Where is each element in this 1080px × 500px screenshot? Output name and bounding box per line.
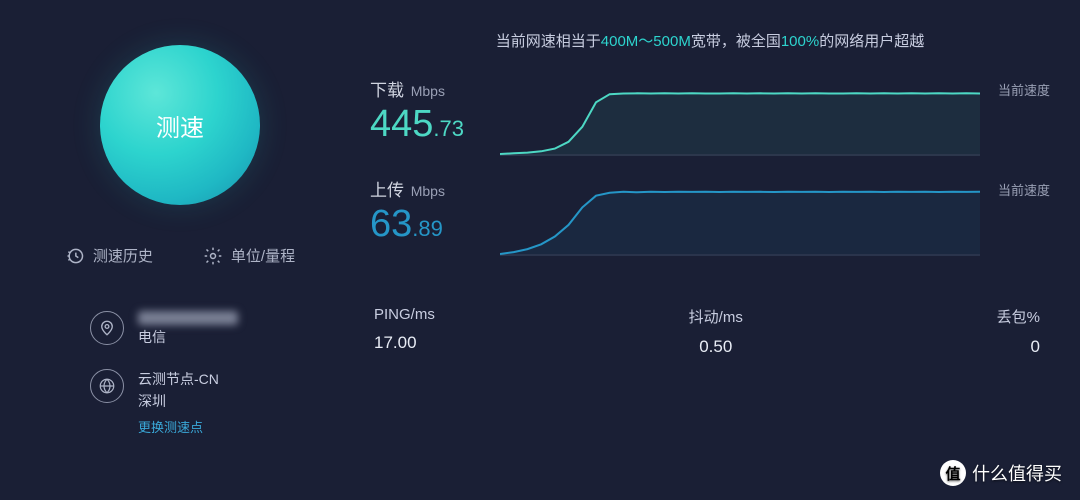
gear-icon bbox=[203, 246, 223, 266]
upload-unit: Mbps bbox=[411, 183, 445, 199]
isp-name-blurred bbox=[138, 311, 238, 325]
download-label: 下载 bbox=[370, 81, 404, 100]
download-unit: Mbps bbox=[411, 83, 445, 99]
jitter-value: 0.50 bbox=[699, 337, 732, 357]
upload-chart bbox=[500, 176, 980, 256]
jitter-label: 抖动/ms bbox=[689, 306, 743, 327]
speed-test-button[interactable]: 测速 bbox=[100, 45, 260, 205]
change-node-link[interactable]: 更换测速点 bbox=[138, 417, 219, 436]
node-name: 云测节点-CN bbox=[138, 369, 219, 389]
isp-info: 电信 bbox=[90, 311, 340, 347]
upload-block: 上传 Mbps 63.89 当前速度 bbox=[370, 176, 1050, 256]
download-value: 445.73 bbox=[370, 103, 500, 146]
ping-value: 17.00 bbox=[374, 333, 417, 353]
upload-value: 63.89 bbox=[370, 203, 500, 246]
download-chart bbox=[500, 76, 980, 156]
stats-row: PING/ms 17.00 抖动/ms 0.50 丢包% 0 bbox=[370, 306, 1050, 357]
download-block: 下载 Mbps 445.73 当前速度 bbox=[370, 76, 1050, 156]
upload-suffix: 当前速度 bbox=[980, 176, 1050, 199]
download-suffix: 当前速度 bbox=[980, 76, 1050, 99]
history-link[interactable]: 测速历史 bbox=[65, 245, 153, 266]
ping-label: PING/ms bbox=[374, 306, 435, 323]
loss-value: 0 bbox=[1031, 337, 1040, 357]
watermark-badge-icon: 值 bbox=[940, 460, 966, 486]
node-info: 云测节点-CN 深圳 更换测速点 bbox=[90, 369, 340, 436]
location-pin-icon bbox=[90, 311, 124, 345]
history-icon bbox=[65, 246, 85, 266]
units-label: 单位/量程 bbox=[231, 245, 295, 266]
upload-label: 上传 bbox=[370, 181, 404, 200]
isp-label: 电信 bbox=[138, 327, 238, 347]
loss-label: 丢包% bbox=[997, 306, 1040, 327]
globe-icon bbox=[90, 369, 124, 403]
summary-text: 当前网速相当于400M～500M宽带，被全国100%的网络用户超越 bbox=[370, 30, 1050, 51]
units-link[interactable]: 单位/量程 bbox=[203, 245, 295, 266]
node-city: 深圳 bbox=[138, 391, 219, 411]
watermark: 值 什么值得买 bbox=[940, 460, 1062, 486]
history-label: 测速历史 bbox=[93, 245, 153, 266]
